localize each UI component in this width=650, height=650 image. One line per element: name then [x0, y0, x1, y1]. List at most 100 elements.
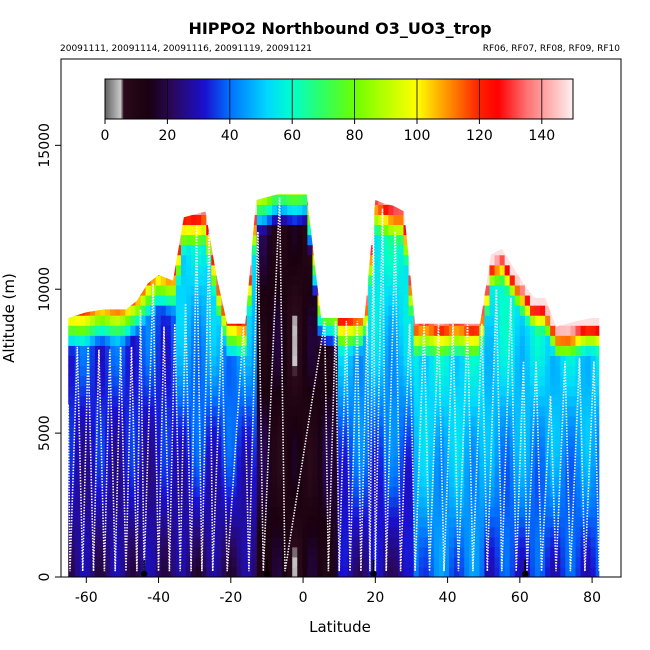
heatmap-cell — [413, 234, 420, 246]
heatmap-cell — [342, 456, 349, 467]
heatmap-cell — [529, 254, 536, 266]
heatmap-cell — [423, 365, 430, 377]
heatmap-cell — [68, 274, 71, 286]
heatmap-cell — [464, 294, 470, 306]
heatmap-cell — [352, 456, 359, 467]
heatmap-cell — [69, 556, 76, 568]
heatmap-cell — [211, 224, 217, 236]
heatmap-cell — [580, 315, 587, 326]
heatmap-cell — [423, 556, 430, 568]
heatmap-cell — [191, 405, 197, 417]
heatmap-cell — [393, 385, 400, 397]
heatmap-cell — [489, 284, 496, 296]
heatmap-cell — [433, 476, 440, 487]
heatmap-cell — [231, 476, 238, 487]
heatmap-cell — [241, 194, 248, 205]
heatmap-cell — [322, 546, 329, 558]
heatmap-cell — [585, 546, 592, 558]
heatmap-cell — [388, 264, 394, 276]
heatmap-cell — [479, 546, 486, 558]
heatmap-cell — [403, 496, 410, 508]
heatmap-cell — [115, 214, 121, 226]
heatmap-cell — [555, 415, 561, 427]
heatmap-cell — [519, 496, 526, 508]
heatmap-cell — [388, 355, 394, 367]
heatmap-cell — [120, 556, 126, 568]
heatmap-cell — [312, 516, 319, 528]
heatmap-cell — [474, 244, 480, 256]
heatmap-cell — [256, 405, 263, 417]
heatmap-cell — [524, 214, 531, 226]
heatmap-cell — [79, 204, 86, 215]
heatmap-cell — [251, 516, 258, 528]
heatmap-cell — [423, 566, 430, 577]
heatmap-cell — [337, 526, 344, 538]
heatmap-cell — [388, 204, 394, 215]
heatmap-cell — [368, 546, 374, 558]
heatmap-cell — [570, 234, 577, 246]
heatmap-cell — [221, 294, 228, 306]
heatmap-cell — [408, 294, 415, 306]
heatmap-cell — [545, 355, 551, 367]
heatmap-cell — [180, 194, 187, 195]
heatmap-cell — [504, 486, 511, 498]
heatmap-cell — [251, 395, 258, 407]
heatmap-cell — [191, 305, 197, 316]
heatmap-cell — [115, 385, 121, 397]
heatmap-cell — [302, 294, 308, 306]
heatmap-cell — [368, 254, 374, 266]
heatmap-cell — [535, 546, 541, 558]
heatmap-cell — [388, 516, 394, 528]
heatmap-cell — [246, 325, 253, 336]
heatmap-cell — [509, 466, 516, 477]
heatmap-cell — [368, 325, 374, 336]
heatmap-cell — [540, 405, 546, 417]
heatmap-cell — [94, 224, 101, 236]
heatmap-cell — [352, 395, 359, 407]
heatmap-cell — [524, 305, 531, 316]
heatmap-cell — [165, 486, 172, 498]
heatmap-cell — [347, 194, 354, 195]
heatmap-cell — [499, 486, 506, 498]
heatmap-cell — [246, 264, 253, 276]
heatmap-cell — [125, 194, 131, 195]
heatmap-cell — [236, 536, 243, 548]
heatmap-cell — [317, 456, 324, 467]
heatmap-cell — [378, 214, 384, 226]
heatmap-cell — [454, 224, 460, 236]
heatmap-cell — [277, 284, 283, 296]
heatmap-cell — [307, 194, 314, 205]
heatmap-cell — [266, 395, 273, 407]
heatmap-cell — [403, 566, 410, 577]
heatmap-cell — [535, 526, 541, 538]
heatmap-cell — [236, 405, 243, 417]
heatmap-cell — [302, 516, 308, 528]
heatmap-cell — [150, 375, 157, 387]
heatmap-cell — [231, 194, 238, 205]
heatmap-cell — [383, 375, 389, 387]
heatmap-cell — [489, 486, 496, 498]
heatmap-cell — [155, 466, 162, 477]
heatmap-cell — [307, 435, 314, 447]
heatmap-cell — [378, 506, 384, 518]
heatmap-cell — [570, 274, 577, 286]
heatmap-cell — [317, 405, 324, 417]
heatmap-cell — [408, 446, 415, 457]
heatmap-cell — [540, 486, 546, 498]
heatmap-cell — [231, 305, 238, 316]
heatmap-cell — [282, 234, 288, 246]
heatmap-cell — [170, 506, 177, 518]
heatmap-cell — [332, 385, 339, 397]
heatmap-cell — [236, 325, 243, 336]
heatmap-cell — [216, 194, 223, 205]
heatmap-cell — [196, 214, 202, 226]
heatmap-cell — [297, 446, 303, 457]
heatmap-cell — [246, 224, 253, 236]
heatmap-cell — [393, 566, 400, 577]
heatmap-cell — [363, 204, 369, 215]
heatmap-cell — [165, 315, 172, 326]
heatmap-cell — [550, 294, 556, 306]
heatmap-cell — [535, 405, 541, 417]
heatmap-cell — [388, 194, 394, 195]
heatmap-cell — [271, 405, 278, 417]
